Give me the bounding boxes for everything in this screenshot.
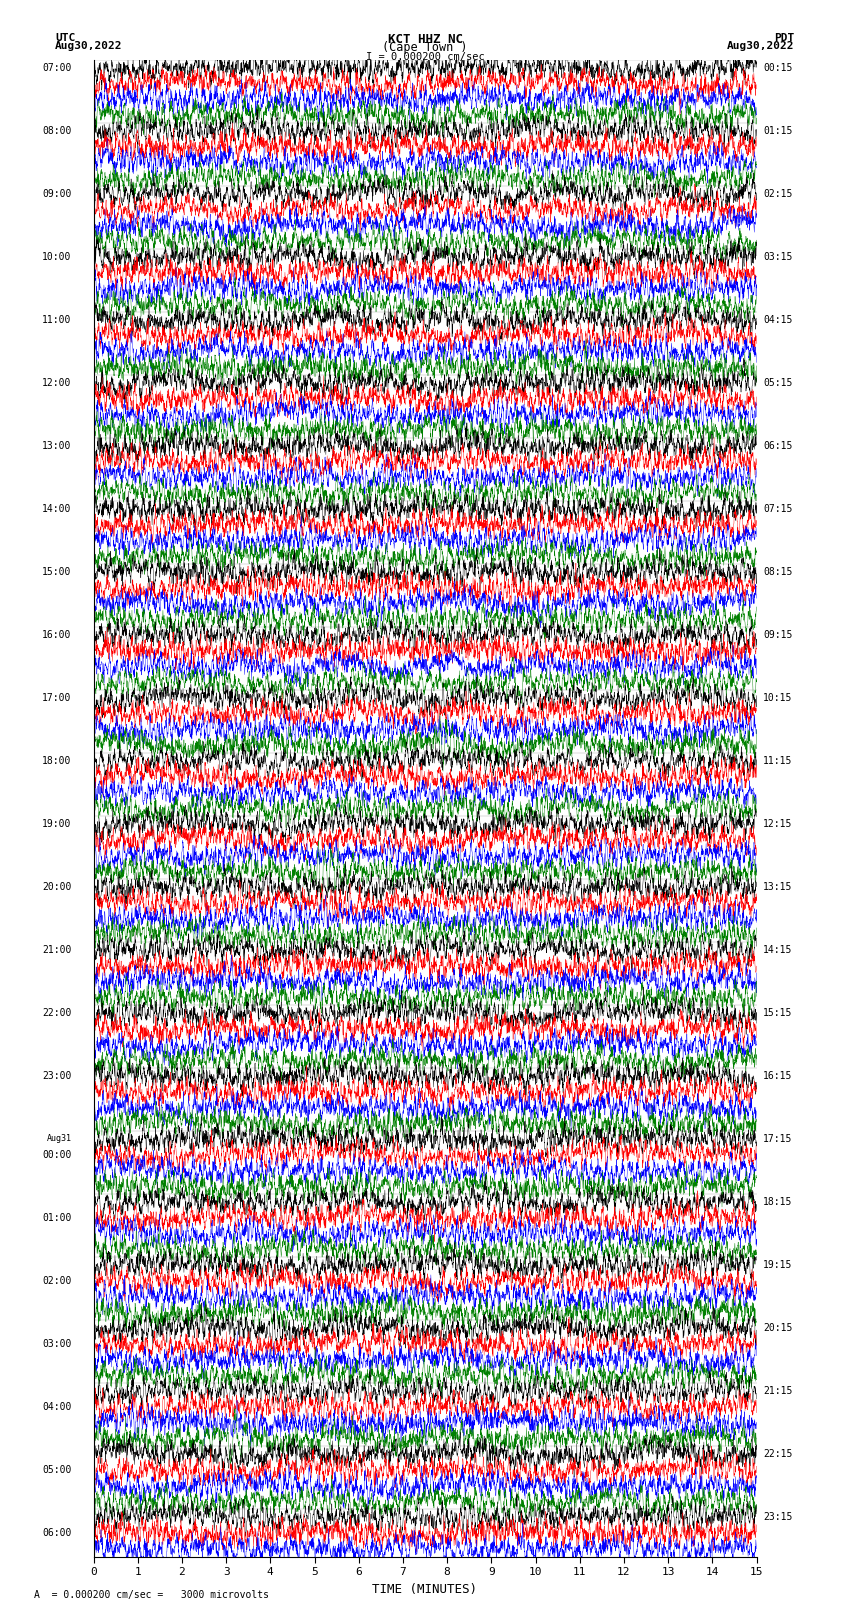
Text: 00:00: 00:00 [42, 1150, 71, 1160]
Text: 07:15: 07:15 [763, 503, 792, 513]
Text: 07:00: 07:00 [42, 63, 71, 73]
Text: 06:00: 06:00 [42, 1528, 71, 1537]
Text: 09:15: 09:15 [763, 629, 792, 640]
Text: 17:15: 17:15 [763, 1134, 792, 1144]
Text: PDT: PDT [774, 32, 795, 44]
Text: 09:00: 09:00 [42, 189, 71, 198]
Text: 21:15: 21:15 [763, 1386, 792, 1397]
Text: 02:15: 02:15 [763, 189, 792, 198]
Text: 11:00: 11:00 [42, 315, 71, 324]
Text: I = 0.000200 cm/sec: I = 0.000200 cm/sec [366, 52, 484, 61]
Text: 04:15: 04:15 [763, 315, 792, 324]
Text: 00:15: 00:15 [763, 63, 792, 73]
Text: 20:00: 20:00 [42, 882, 71, 892]
Text: 01:00: 01:00 [42, 1213, 71, 1223]
Text: 13:15: 13:15 [763, 882, 792, 892]
Text: Aug31: Aug31 [47, 1134, 71, 1144]
Text: 04:00: 04:00 [42, 1402, 71, 1411]
Text: 08:00: 08:00 [42, 126, 71, 135]
Text: 19:15: 19:15 [763, 1260, 792, 1269]
Text: 23:00: 23:00 [42, 1071, 71, 1081]
Text: 22:15: 22:15 [763, 1448, 792, 1460]
Text: Aug30,2022: Aug30,2022 [728, 40, 795, 52]
Text: 15:15: 15:15 [763, 1008, 792, 1018]
Text: 14:00: 14:00 [42, 503, 71, 513]
Text: 03:15: 03:15 [763, 252, 792, 261]
Text: 18:15: 18:15 [763, 1197, 792, 1207]
Text: 14:15: 14:15 [763, 945, 792, 955]
Text: 11:15: 11:15 [763, 756, 792, 766]
Text: 21:00: 21:00 [42, 945, 71, 955]
Text: 18:00: 18:00 [42, 756, 71, 766]
Text: 03:00: 03:00 [42, 1339, 71, 1348]
Text: 05:15: 05:15 [763, 377, 792, 387]
X-axis label: TIME (MINUTES): TIME (MINUTES) [372, 1582, 478, 1595]
Text: 08:15: 08:15 [763, 566, 792, 577]
Text: 10:15: 10:15 [763, 694, 792, 703]
Text: 16:00: 16:00 [42, 629, 71, 640]
Text: 06:15: 06:15 [763, 440, 792, 450]
Text: 17:00: 17:00 [42, 694, 71, 703]
Text: 12:15: 12:15 [763, 819, 792, 829]
Text: 16:15: 16:15 [763, 1071, 792, 1081]
Text: 13:00: 13:00 [42, 440, 71, 450]
Text: 02:00: 02:00 [42, 1276, 71, 1286]
Text: 15:00: 15:00 [42, 566, 71, 577]
Text: 20:15: 20:15 [763, 1323, 792, 1332]
Text: 10:00: 10:00 [42, 252, 71, 261]
Text: 19:00: 19:00 [42, 819, 71, 829]
Text: KCT HHZ NC: KCT HHZ NC [388, 32, 462, 47]
Text: Aug30,2022: Aug30,2022 [55, 40, 122, 52]
Text: 05:00: 05:00 [42, 1465, 71, 1474]
Text: A  = 0.000200 cm/sec =   3000 microvolts: A = 0.000200 cm/sec = 3000 microvolts [34, 1590, 269, 1600]
Text: 22:00: 22:00 [42, 1008, 71, 1018]
Text: UTC: UTC [55, 32, 76, 44]
Text: 01:15: 01:15 [763, 126, 792, 135]
Text: (Cape Town ): (Cape Town ) [382, 40, 468, 55]
Text: 12:00: 12:00 [42, 377, 71, 387]
Text: 23:15: 23:15 [763, 1511, 792, 1523]
